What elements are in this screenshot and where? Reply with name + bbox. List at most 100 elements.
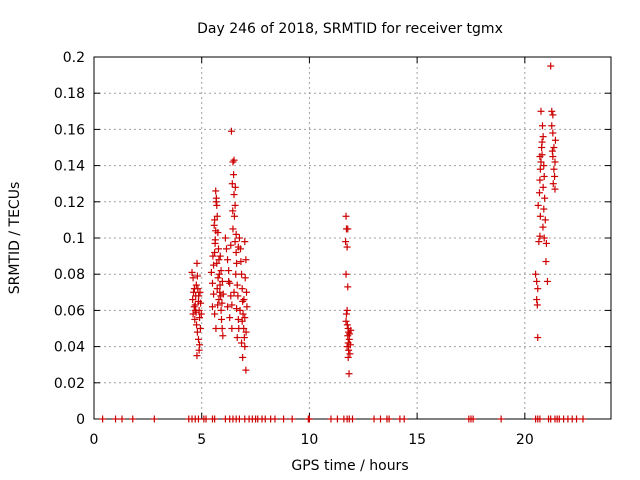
rug-mark bbox=[400, 415, 408, 423]
data-point bbox=[241, 238, 249, 246]
data-point bbox=[538, 151, 546, 159]
data-point bbox=[225, 277, 233, 285]
data-point bbox=[242, 366, 250, 374]
data-point bbox=[219, 332, 227, 340]
data-point bbox=[346, 341, 354, 349]
data-point bbox=[241, 343, 249, 351]
data-point bbox=[229, 225, 237, 233]
data-point bbox=[214, 301, 222, 309]
data-point bbox=[240, 334, 248, 342]
data-point bbox=[193, 259, 201, 267]
rug-mark bbox=[288, 415, 296, 423]
data-point bbox=[215, 270, 223, 278]
data-point bbox=[342, 310, 350, 318]
y-tick-label: 0.12 bbox=[54, 195, 85, 211]
data-point bbox=[550, 165, 558, 173]
data-point bbox=[542, 258, 550, 266]
data-point bbox=[230, 288, 238, 296]
data-point bbox=[216, 252, 224, 260]
data-point bbox=[208, 303, 216, 311]
y-tick-label: 0.02 bbox=[54, 376, 85, 392]
data-point bbox=[214, 229, 222, 237]
data-point bbox=[231, 238, 239, 246]
data-point bbox=[227, 127, 235, 135]
data-point bbox=[194, 335, 202, 343]
data-point bbox=[224, 256, 232, 264]
data-point bbox=[210, 290, 218, 298]
data-point bbox=[196, 314, 204, 322]
data-point bbox=[242, 328, 250, 336]
rug-mark bbox=[497, 415, 505, 423]
rug-mark bbox=[370, 415, 378, 423]
data-point bbox=[536, 232, 544, 240]
data-point bbox=[228, 301, 236, 309]
data-point bbox=[536, 165, 544, 173]
rug-mark bbox=[349, 415, 356, 423]
x-axis-label: GPS time / hours bbox=[291, 458, 408, 474]
y-tick-label: 0.14 bbox=[54, 159, 85, 175]
data-point bbox=[242, 256, 250, 264]
rug-mark bbox=[573, 415, 581, 423]
data-point bbox=[535, 238, 543, 246]
data-point bbox=[548, 122, 556, 130]
data-point bbox=[342, 317, 350, 325]
data-point bbox=[342, 212, 350, 220]
data-point bbox=[539, 223, 547, 231]
data-point bbox=[209, 252, 217, 260]
data-point bbox=[213, 285, 221, 293]
data-point bbox=[227, 241, 235, 249]
data-point bbox=[227, 292, 235, 300]
data-point bbox=[533, 296, 541, 304]
data-point bbox=[551, 136, 559, 144]
data-point bbox=[346, 350, 354, 358]
data-point bbox=[548, 147, 556, 155]
data-point bbox=[212, 325, 220, 332]
rug-mark bbox=[579, 415, 587, 423]
data-point bbox=[551, 158, 559, 166]
data-point bbox=[196, 288, 204, 296]
data-point bbox=[345, 330, 353, 338]
rug-mark bbox=[112, 415, 120, 423]
data-point bbox=[238, 317, 246, 325]
data-point bbox=[233, 259, 241, 267]
data-point bbox=[193, 328, 201, 336]
data-point bbox=[218, 277, 226, 285]
data-point bbox=[343, 243, 351, 251]
time-rug bbox=[99, 415, 587, 423]
data-point bbox=[210, 221, 218, 229]
y-axis: 0 0.02 0.04 0.06 0.08 0.1 0.12 0.14 0.16 0.18 0.2 bbox=[54, 50, 611, 428]
data-point bbox=[189, 296, 197, 304]
data-point bbox=[231, 183, 239, 191]
data-point bbox=[228, 325, 236, 332]
data-point bbox=[344, 353, 352, 361]
rug-mark bbox=[129, 415, 137, 423]
data-point bbox=[540, 234, 548, 242]
data-point bbox=[233, 281, 241, 289]
data-point bbox=[215, 256, 223, 264]
data-point bbox=[238, 270, 246, 278]
data-point bbox=[230, 171, 238, 179]
data-point bbox=[241, 314, 249, 322]
plot-frame bbox=[93, 56, 612, 420]
data-point bbox=[190, 288, 198, 296]
data-point bbox=[240, 296, 248, 304]
data-point bbox=[207, 268, 215, 276]
data-point bbox=[543, 277, 551, 285]
data-point bbox=[233, 305, 241, 313]
y-tick-label: 0.08 bbox=[54, 267, 85, 283]
data-point bbox=[551, 185, 559, 193]
data-point bbox=[537, 158, 545, 166]
data-point bbox=[229, 207, 237, 215]
rug-mark bbox=[469, 415, 477, 423]
data-point bbox=[234, 315, 242, 323]
data-point bbox=[533, 277, 541, 285]
x-tick-label: 15 bbox=[408, 432, 426, 448]
data-point bbox=[347, 326, 355, 334]
x-tick-label: 10 bbox=[301, 432, 319, 448]
data-point bbox=[549, 129, 557, 137]
data-point bbox=[236, 245, 244, 253]
data-point bbox=[230, 191, 238, 199]
data-point bbox=[196, 325, 204, 332]
rug-mark bbox=[211, 415, 219, 423]
